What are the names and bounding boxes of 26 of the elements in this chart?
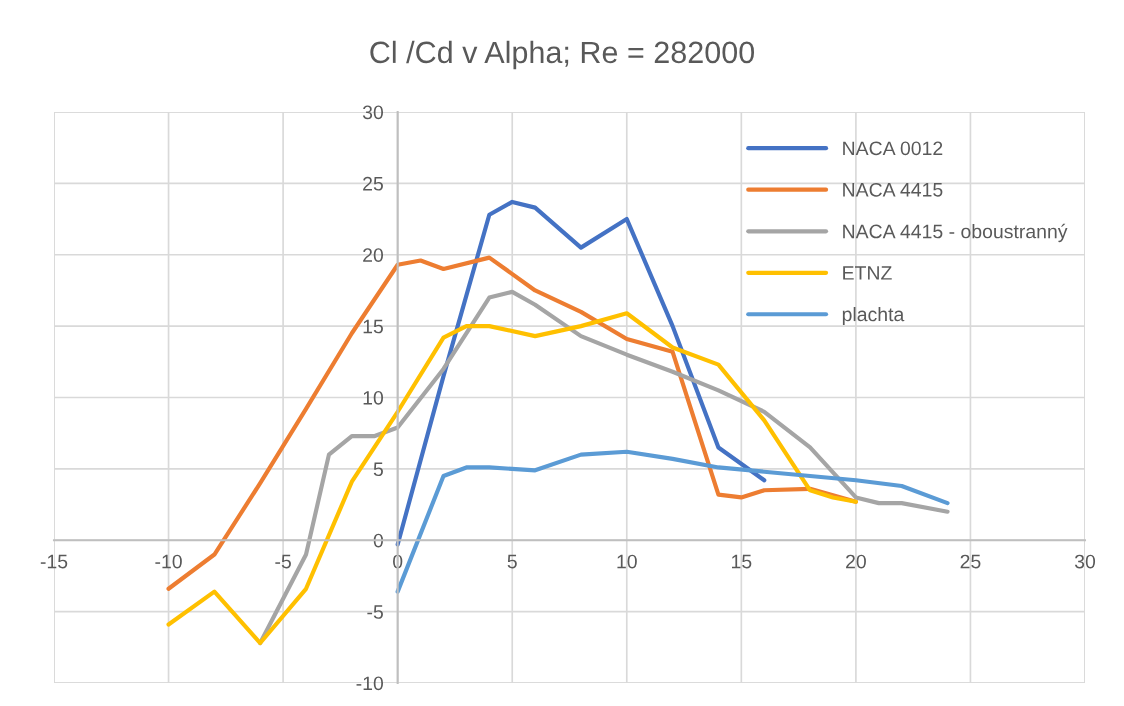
legend-label: NACA 4415 — [843, 182, 943, 197]
legend-label: NACA 0012 — [843, 141, 943, 156]
y-tick-label: -5 — [367, 605, 383, 619]
y-tick-label: 5 — [373, 462, 383, 477]
y-tick-label: 15 — [363, 319, 383, 334]
x-tick-label: 0 — [393, 554, 403, 569]
legend-label: NACA 4415 - oboustranný — [843, 223, 1068, 243]
legend-label: plachta — [842, 306, 905, 326]
y-tick-label: 10 — [363, 390, 384, 405]
x-tick-label: 10 — [617, 554, 637, 569]
x-tick-label: 30 — [1074, 554, 1096, 569]
x-tick-label: -15 — [40, 554, 68, 569]
x-tick-label: 15 — [732, 554, 752, 569]
x-tick-label: 5 — [507, 554, 517, 569]
x-tick-label: 25 — [960, 554, 981, 569]
y-tick-label: 20 — [363, 248, 384, 262]
y-tick-label: -10 — [356, 676, 384, 691]
legend-label: ETNZ — [843, 266, 892, 280]
x-tick-label: -5 — [275, 554, 291, 569]
y-tick-label: 25 — [363, 176, 383, 191]
x-tick-label: 20 — [846, 554, 866, 569]
chart-title: Cl /Cd v Alpha; Re = 282000 — [370, 40, 755, 70]
line-series — [395, 449, 950, 594]
y-tick-label: 30 — [362, 105, 384, 120]
line-series — [395, 199, 767, 547]
x-tick-label: -10 — [155, 554, 182, 569]
